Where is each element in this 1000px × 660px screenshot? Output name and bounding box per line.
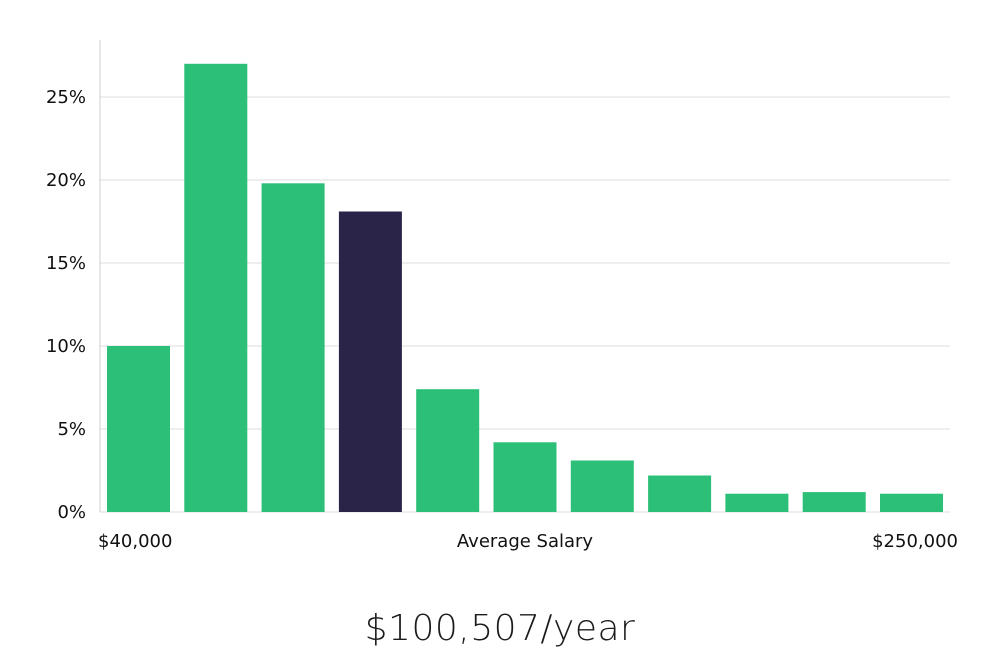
bar xyxy=(880,493,943,512)
bar xyxy=(648,475,712,512)
bar xyxy=(570,460,634,512)
bar xyxy=(416,389,480,512)
y-tick-label: 25% xyxy=(46,87,86,108)
bar xyxy=(184,63,248,513)
bar xyxy=(261,183,325,513)
x-axis-start-label: $40,000 xyxy=(98,531,172,552)
y-tick-label: 15% xyxy=(46,253,86,274)
y-axis-tick-labels: 0% 5% 10% 15% 20% 25% xyxy=(46,87,86,523)
bar xyxy=(107,346,170,512)
average-salary-value: $100,507/year xyxy=(364,608,636,649)
x-axis-title: Average Salary xyxy=(457,531,594,552)
bar xyxy=(493,442,557,512)
bar xyxy=(802,492,866,512)
y-tick-label: 0% xyxy=(57,502,86,523)
y-tick-label: 10% xyxy=(46,336,86,357)
bars xyxy=(107,63,943,513)
bar-highlighted xyxy=(338,211,402,512)
y-tick-label: 20% xyxy=(46,170,86,191)
x-axis-end-label: $250,000 xyxy=(872,531,958,552)
y-tick-label: 5% xyxy=(57,419,86,440)
bar xyxy=(725,493,789,512)
